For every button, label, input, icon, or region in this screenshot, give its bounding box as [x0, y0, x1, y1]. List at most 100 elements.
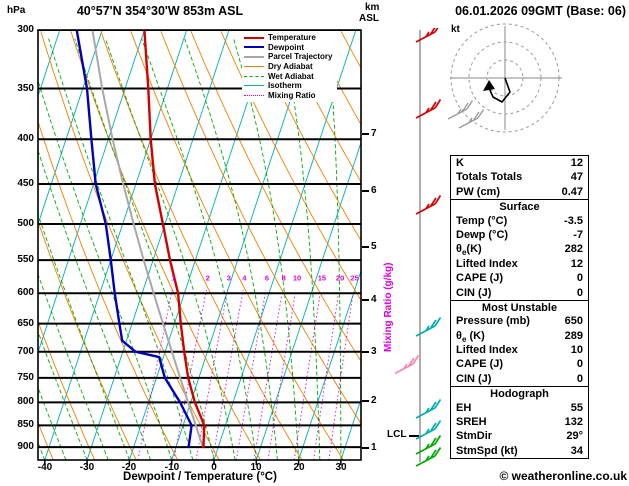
hodograph [447, 23, 562, 133]
table-row: Lifted Index 12 [451, 257, 588, 271]
pressure-tick-label: 500 [17, 218, 34, 229]
hodograph-trace [488, 77, 511, 103]
pressure-tick-label: 700 [17, 346, 34, 357]
temperature-tick-label: -10 [164, 462, 180, 473]
table-row-label: StmSpd (kt) [456, 444, 518, 457]
table-row: θe (K) 289 [451, 329, 588, 344]
legend-item-label: Wet Adiabat [268, 71, 314, 81]
legend-item-label: Dewpoint [268, 42, 304, 52]
table-row-label: CIN (J) [456, 286, 492, 299]
km-axis-tick [362, 246, 369, 248]
hodograph-ring [468, 41, 542, 115]
table-row-value: 55 [570, 401, 583, 414]
km-axis-tick [362, 133, 369, 135]
table-section-header: Most Unstable [451, 299, 588, 314]
table-row: SREH 132 [451, 415, 588, 429]
legend-item: Mixing Ratio [244, 91, 332, 101]
temperature-tick-label: 20 [293, 462, 305, 473]
mixing-ratio-value-label: 4 [242, 274, 247, 283]
pressure-tick-label: 350 [17, 83, 34, 94]
legend-line-sample [244, 66, 264, 68]
wind-barb-column [395, 28, 442, 467]
km-axis-tick [362, 447, 369, 449]
km-axis-tick [362, 400, 369, 402]
legend-line-sample [244, 94, 264, 96]
table-row-label: Lifted Index [456, 257, 518, 270]
mixing-ratio-value-label: 8 [282, 274, 286, 283]
wind-barb [415, 317, 442, 337]
temperature-tick-label: -40 [37, 462, 53, 473]
mixing-ratio-value-label: 6 [265, 274, 269, 283]
mixing-ratio-value-label: 25 [350, 274, 358, 283]
table-row-label: CAPE (J) [456, 272, 504, 285]
legend-item: Dewpoint [244, 43, 332, 53]
table-row: StmSpd (kt) 34 [451, 444, 588, 458]
legend-line-sample [244, 85, 264, 87]
pressure-tick-label: 900 [17, 441, 34, 452]
temperature-tick-label: -30 [79, 462, 95, 473]
table-row: Totals Totals 47 [451, 170, 588, 184]
table-row: StmDir 29° [451, 429, 588, 443]
table-row-value: 0 [576, 372, 583, 385]
indices-table: K 12 Totals Totals 47 PW (cm) 0.47 Surface Temp… [450, 155, 589, 460]
altitude-axis-unit-asl: ASL [359, 13, 379, 24]
table-row-label: Totals Totals [456, 171, 523, 184]
pressure-tick-label: 750 [17, 372, 34, 383]
chart-border [37, 29, 362, 461]
wind-barb [415, 195, 442, 215]
run-datetime-label: 06.01.2026 09GMT (Base: 06) [455, 4, 626, 18]
table-row: θe(K) 282 [451, 242, 588, 257]
legend-item-label: Parcel Trajectory [268, 52, 333, 62]
wind-barb [415, 447, 442, 467]
legend-item-label: Temperature [268, 33, 316, 43]
wind-barb [415, 399, 442, 419]
hodograph-ring [450, 23, 560, 133]
km-tick-label: 3 [371, 346, 377, 357]
km-tick-label: 7 [371, 128, 377, 139]
table-row-value: 132 [564, 416, 583, 429]
pressure-tick-label: 600 [17, 287, 34, 298]
hodograph-arrowhead [483, 80, 495, 91]
km-axis-tick [362, 190, 369, 192]
table-row: Lifted Index 10 [451, 343, 588, 357]
temperature-curve [143, 30, 206, 449]
wet-adiabat-lines [38, 38, 342, 460]
pressure-tick-label: 400 [17, 133, 34, 144]
table-row-value: -7 [573, 228, 583, 241]
wind-barb [415, 28, 439, 43]
pressure-tick-label: 450 [17, 178, 34, 189]
pressure-tick-label: 650 [17, 318, 34, 329]
pressure-tick-label: 850 [17, 419, 34, 430]
table-row-label: Lifted Index [456, 344, 518, 357]
lcl-tick [409, 435, 419, 437]
table-row-value: 12 [570, 157, 583, 169]
km-tick-label: 4 [371, 294, 377, 305]
table-row-value: 282 [564, 243, 583, 256]
mixing-ratio-axis-label: Mixing Ratio (g/kg) [383, 262, 394, 352]
km-axis-tick [362, 351, 369, 353]
temperature-tick-label: 30 [335, 462, 347, 473]
legend-line-sample [244, 46, 264, 49]
legend-item: Wet Adiabat [244, 71, 332, 81]
parcel-trajectory-curve [91, 30, 205, 449]
wind-barb [395, 355, 420, 375]
mixing-ratio-value-label: 20 [336, 274, 344, 283]
mixing-ratio-value-label: 10 [293, 274, 301, 283]
table-row-value: 10 [570, 344, 583, 357]
legend-item: Isotherm [244, 81, 332, 91]
table-row-value: 0 [576, 358, 583, 371]
table-row-label: StmDir [456, 430, 493, 443]
wind-barb [415, 420, 442, 440]
table-row-label: EH [456, 401, 472, 414]
table-row-label: Temp (°C) [456, 214, 508, 227]
legend-line-sample [244, 36, 264, 39]
km-axis-tick [362, 299, 369, 301]
dewpoint-curve [75, 30, 193, 449]
legend-item-label: Mixing Ratio [268, 90, 316, 100]
station-location-title: 40°57'N 354°30'W 853m ASL [76, 4, 244, 18]
mixing-ratio-value-label: 2 [206, 274, 210, 283]
table-row-value: 0 [576, 286, 583, 299]
table-row-label: PW (cm) [456, 185, 500, 198]
table-section-header: Surface [451, 199, 588, 213]
